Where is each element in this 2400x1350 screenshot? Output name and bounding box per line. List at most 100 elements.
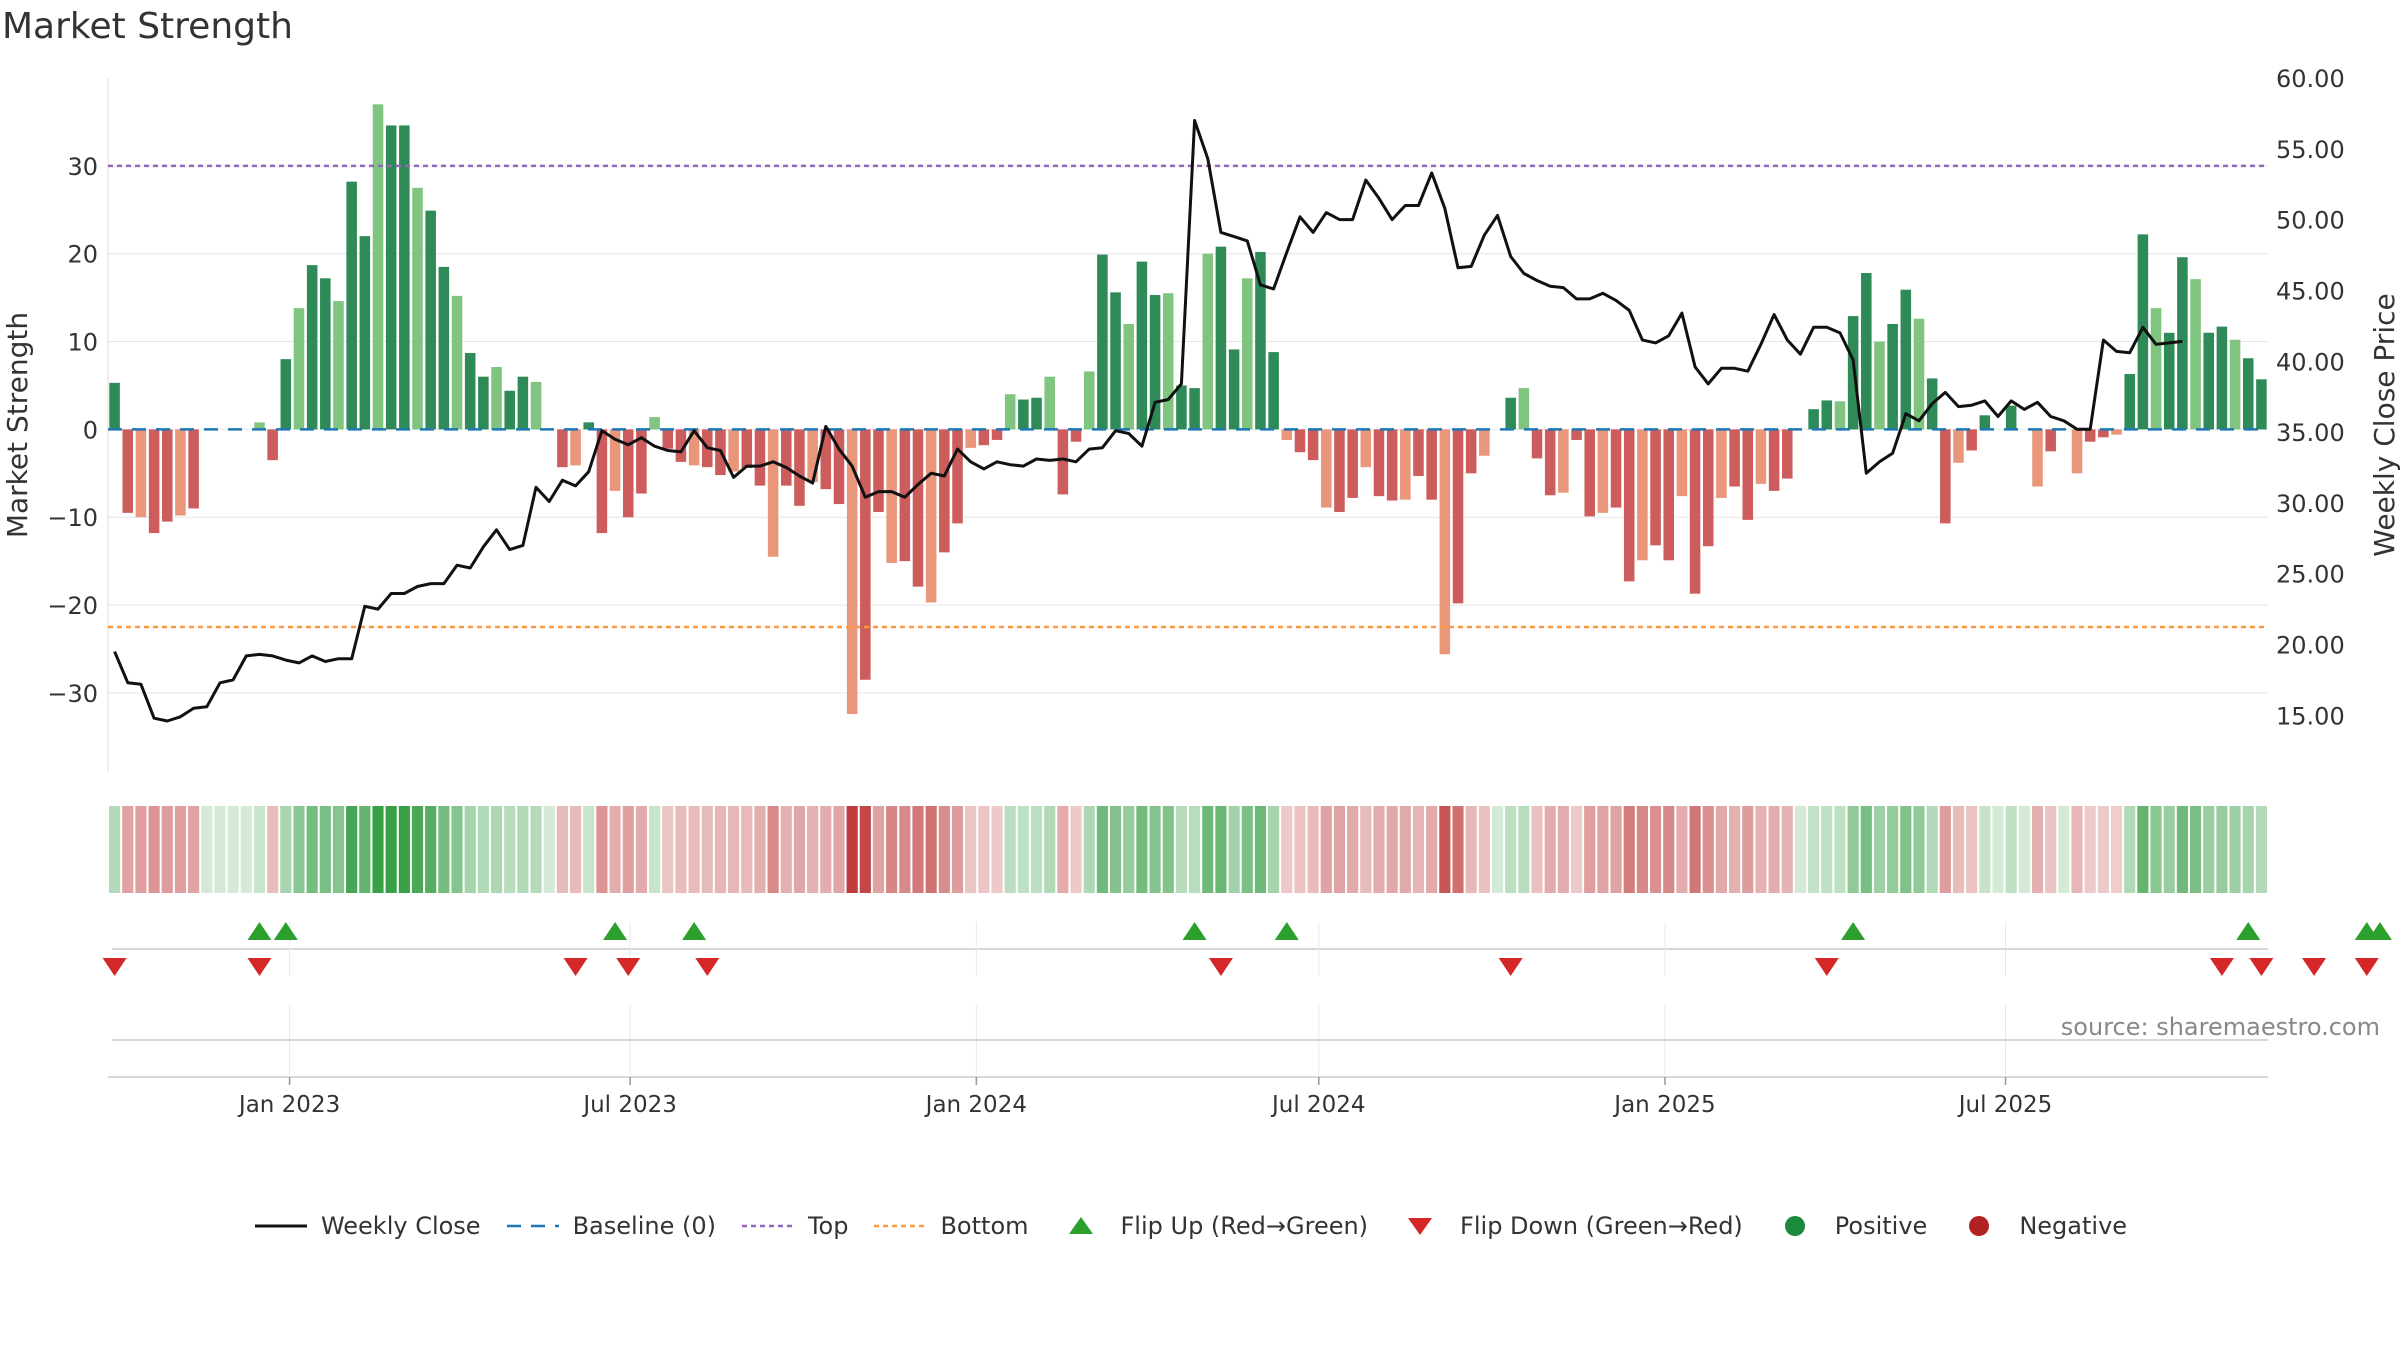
heat-strip-cell	[1742, 806, 1754, 893]
y-tick-label-right: 25.00	[2276, 561, 2345, 589]
heat-strip-cell	[1623, 806, 1635, 893]
strength-bar-negative	[1452, 429, 1464, 604]
heat-strip-cell	[938, 806, 950, 893]
strength-bar-negative	[175, 429, 186, 516]
strength-bar-positive	[2137, 234, 2149, 430]
strength-bar-positive	[333, 301, 344, 430]
strength-bar-negative	[636, 429, 647, 494]
strength-bar-positive	[425, 210, 436, 430]
strength-bar-negative	[1057, 429, 1069, 495]
heat-strip-cell	[820, 806, 832, 893]
heat-strip-cell	[1017, 806, 1029, 893]
heat-strip-cell	[1518, 806, 1530, 893]
heat-strip-cell	[464, 806, 476, 893]
heat-strip-cell	[109, 806, 121, 893]
strength-bar-negative	[2071, 429, 2083, 474]
strength-bar-positive	[1162, 293, 1174, 430]
heat-strip-cell	[1610, 806, 1622, 893]
y-tick-label-right: 30.00	[2276, 490, 2345, 518]
heat-strip-cell	[1729, 806, 1741, 893]
heat-strip-cell	[1452, 806, 1464, 893]
heat-strip-cell	[2084, 806, 2096, 893]
flip-down-marker	[1208, 958, 1233, 976]
strength-bar-negative	[1782, 429, 1793, 479]
strength-bar-positive	[2124, 374, 2135, 430]
heat-strip-cell	[1057, 806, 1069, 893]
flip-down-marker	[2302, 958, 2327, 976]
heat-strip-cell	[701, 806, 713, 893]
strength-bar-positive	[2177, 257, 2188, 430]
heat-strip-cell	[332, 806, 345, 893]
flip-down-marker	[102, 958, 127, 976]
strength-bar-positive	[1215, 246, 1227, 430]
strength-bar-negative	[2032, 429, 2043, 487]
heat-strip-cell	[1834, 806, 1846, 893]
strength-bar-negative	[148, 429, 160, 534]
strength-bar-negative	[122, 429, 134, 513]
heat-strip-cell	[1570, 806, 1583, 893]
strength-bar-negative	[2111, 429, 2122, 435]
strength-bar-negative	[1426, 429, 1437, 500]
heat-strip-cell	[899, 806, 911, 893]
heat-strip-cell	[543, 806, 555, 893]
heat-strip-cell	[1584, 806, 1596, 893]
y-tick-label-right: 45.00	[2276, 277, 2345, 305]
strength-bar-negative	[1716, 429, 1727, 498]
legend-symbol-circle	[1969, 1216, 1990, 1236]
heat-strip-cell	[1386, 806, 1398, 893]
strength-bar-negative	[728, 429, 739, 472]
legend-label: Baseline (0)	[572, 1212, 716, 1240]
strength-bar-negative	[188, 429, 199, 509]
heat-strip-cell	[1887, 806, 1899, 893]
heat-strip-cell	[517, 806, 529, 893]
strength-bar-negative	[1597, 429, 1609, 513]
strength-bar-positive	[293, 308, 305, 430]
heat-strip-cell	[1175, 806, 1187, 893]
strength-bar-positive	[2216, 326, 2228, 430]
heat-strip-cell	[174, 806, 187, 893]
strength-bar-positive	[1097, 254, 1108, 430]
heat-strip-cell	[596, 806, 608, 893]
heat-strip-cell	[306, 806, 318, 893]
strength-bar-negative	[1676, 429, 1688, 497]
strength-bar-negative	[1544, 429, 1556, 496]
strength-bar-positive	[1808, 409, 1819, 430]
heat-strip-cell	[1649, 806, 1662, 893]
legend-label: Weekly Close	[320, 1212, 481, 1240]
strength-bar-negative	[873, 429, 884, 512]
heat-strip-cell	[1347, 806, 1359, 893]
strength-bar-positive	[2190, 279, 2201, 430]
legend-symbol-circle	[1784, 1216, 1805, 1236]
strength-bar-negative	[1479, 429, 1490, 456]
strength-bar-positive	[1255, 251, 1266, 430]
heat-strip-cell	[1808, 806, 1820, 893]
y-tick-label-left: 0	[83, 416, 98, 444]
strength-bar-negative	[781, 429, 792, 486]
flip-down-marker	[1498, 958, 1523, 976]
heat-strip-cell	[1926, 806, 1938, 893]
strength-bar-negative	[991, 429, 1003, 440]
strength-bar-negative	[1400, 429, 1411, 500]
strength-bar-negative	[2098, 429, 2109, 438]
strength-bar-negative	[741, 429, 753, 469]
heat-strip-cell	[240, 806, 252, 893]
weekly-close-line	[113, 119, 2183, 723]
y-axis-title-right: Weekly Close Price	[2368, 293, 2400, 556]
strength-bar-positive	[1518, 388, 1530, 430]
strength-bar-negative	[596, 429, 608, 534]
heat-strip-cell	[385, 806, 397, 893]
heat-strip-cell	[2216, 806, 2228, 893]
strength-bar-positive	[1861, 273, 1872, 430]
legend-item: Baseline (0)	[503, 1211, 716, 1241]
strength-bar-negative	[1386, 429, 1398, 501]
heat-strip-cell	[359, 806, 371, 893]
heat-strip-cell	[1268, 806, 1280, 893]
flip-up-marker	[1274, 922, 1299, 940]
strength-bar-positive	[2150, 308, 2162, 430]
x-tick-label: Jan 2025	[1612, 1092, 1715, 1118]
strength-bar-positive	[464, 352, 476, 430]
strength-bar-positive	[2005, 405, 2017, 430]
strength-bar-negative	[807, 429, 818, 483]
strength-bar-positive	[1136, 261, 1148, 430]
